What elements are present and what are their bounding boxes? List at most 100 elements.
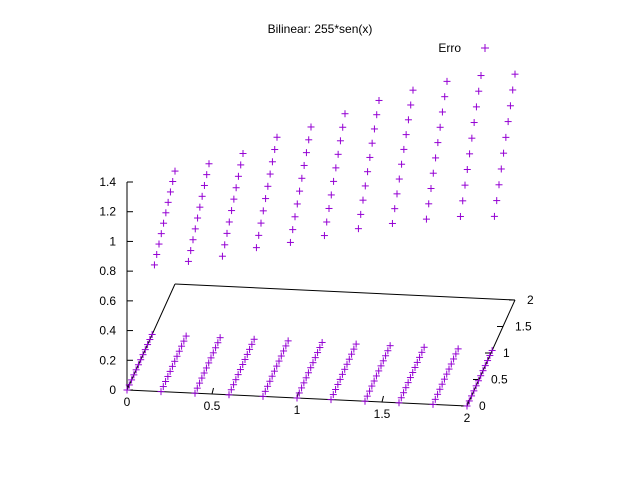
data-point [194,214,202,222]
data-point [198,374,206,382]
data-point [302,149,310,157]
data-point [434,390,442,398]
data-point [214,339,222,347]
data-point [168,362,176,370]
data-point [468,134,476,142]
data-point [320,232,328,240]
data-point [391,205,399,213]
data-point [128,376,136,384]
data-point [327,396,335,404]
data-point [166,188,174,196]
data-point [420,343,428,351]
data-point [427,185,435,193]
data-point [209,349,217,357]
data-point [375,367,383,375]
data-point [282,342,290,350]
data-point [450,355,458,363]
data-point [461,181,469,189]
data-point [506,102,514,110]
data-point [452,350,460,358]
data-point [409,369,417,377]
data-point [384,347,392,355]
data-point [348,350,356,358]
data-point [422,215,430,223]
data-point [171,357,179,365]
data-point [262,195,270,203]
x-tick-label: 0.5 [204,399,221,413]
data-point [155,240,163,248]
data-point [182,332,190,340]
data-point [329,391,337,399]
x-tick-label: 1.5 [374,407,391,421]
data-point [289,226,297,234]
data-point [477,72,485,80]
data-point [169,178,177,186]
data-point [400,145,408,153]
data-point [153,250,161,258]
data-point [295,389,303,397]
data-point [366,153,374,161]
data-point [266,170,274,178]
data-point [354,225,362,233]
data-point [361,397,369,405]
z-tick-label: 0.4 [99,324,116,338]
data-point [334,150,342,158]
y-tick-label: 0.5 [491,373,508,387]
data-point [164,372,172,380]
data-point [370,377,378,385]
data-point [425,200,433,208]
data-point [248,340,256,348]
z-tick-label: 1 [109,234,116,248]
data-point [298,174,306,182]
data-point [474,377,482,385]
data-point [416,353,424,361]
data-point [490,212,498,220]
z-tick-label: 1.2 [99,205,116,219]
data-point [132,366,140,374]
data-point [284,337,292,345]
data-point [463,402,471,410]
data-point [477,372,485,380]
data-point [203,171,211,179]
y-tick-label: 1 [503,346,510,360]
data-point [406,374,414,382]
data-point [418,348,426,356]
data-point [239,361,247,369]
data-point [286,238,294,246]
data-point [302,374,310,382]
data-point [234,172,242,180]
x-tick-label: 0 [124,395,131,409]
data-point [157,230,165,238]
data-point [184,257,192,265]
data-point [162,378,170,386]
data-point [277,352,285,360]
data-point [241,355,249,363]
data-point [307,123,315,131]
data-point [486,352,494,360]
data-point [431,395,439,403]
data-point [230,195,238,203]
data-point [472,382,480,390]
data-point [470,387,478,395]
data-point [232,184,240,192]
data-point [180,337,188,345]
data-point [443,77,451,85]
data-point [307,364,315,372]
data-point [395,399,403,407]
y-tick-label: 1.5 [515,320,532,334]
data-point [441,93,449,101]
data-point [372,372,380,380]
x-tick-label: 1 [294,403,301,417]
data-point [234,371,242,379]
data-point [137,356,145,364]
data-point [271,146,279,154]
data-point [300,379,308,387]
data-point [230,381,238,389]
data-point [379,357,387,365]
data-point [352,340,360,348]
data-point [148,330,156,338]
data-point [468,392,476,400]
data-point [327,191,335,199]
data-point [364,168,372,176]
